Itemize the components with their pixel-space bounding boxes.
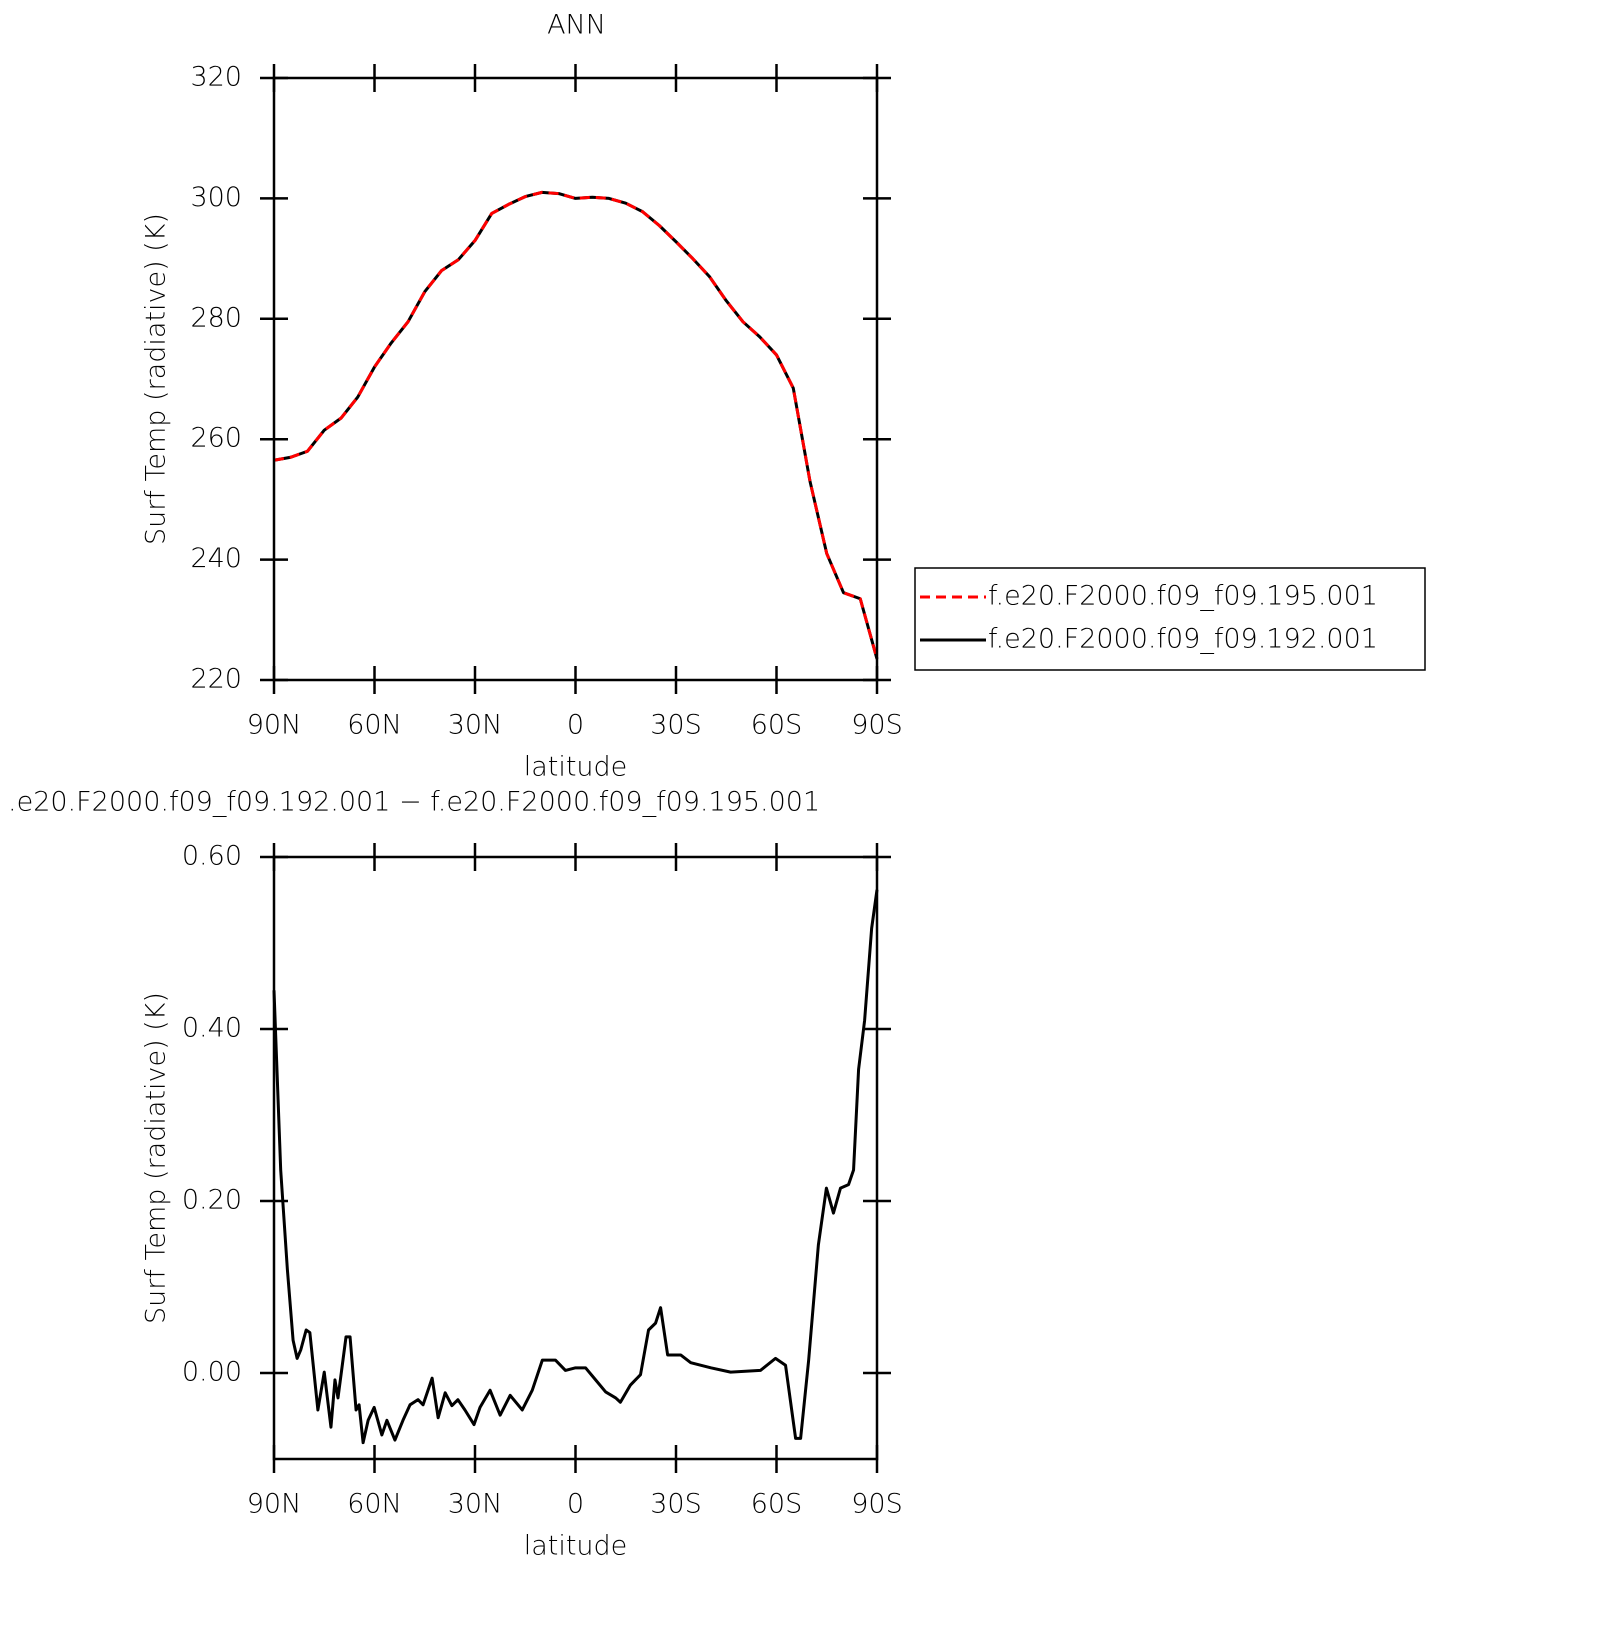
legend-box [914, 567, 1426, 671]
plot-frame [272, 855, 879, 1461]
data-line [272, 889, 879, 1445]
x-tick-label: 30N [448, 710, 503, 741]
chart-title: ANN [547, 10, 606, 41]
y-axis-label: Surf Temp (radiative) (K) [141, 992, 172, 1324]
plot-frame [272, 76, 879, 682]
y-tick-label: 260 [190, 423, 242, 454]
x-axis-label: latitude [524, 752, 628, 783]
x-tick-label: 30N [448, 1489, 503, 1520]
legend-label: f.e20.F2000.f09_f09.192.001 [988, 624, 1378, 655]
y-tick-label: 0.40 [182, 1013, 242, 1044]
y-tick-label: 0.20 [182, 1185, 242, 1216]
x-tick-label: 90N [247, 710, 302, 741]
y-tick-label: 0.00 [182, 1357, 242, 1388]
x-tick-label: 60N [347, 1489, 402, 1520]
x-tick-label: 0 [567, 1489, 584, 1520]
legend-label: f.e20.F2000.f09_f09.195.001 [988, 581, 1378, 612]
y-tick-label: 220 [190, 664, 242, 695]
x-tick-label: 30S [650, 710, 702, 741]
x-tick-label: 60N [347, 710, 402, 741]
x-tick-label: 30S [650, 1489, 702, 1520]
chart-title: .e20.F2000.f09_f09.192.001 − f.e20.F2000… [8, 787, 820, 818]
data-line [273, 190, 879, 660]
x-axis-label: latitude [524, 1531, 628, 1562]
y-tick-label: 240 [190, 543, 242, 574]
y-tick-label: 0.60 [182, 841, 242, 872]
x-tick-label: 0 [567, 710, 584, 741]
y-axis-label: Surf Temp (radiative) (K) [141, 213, 172, 545]
x-tick-label: 60S [751, 710, 803, 741]
y-tick-label: 280 [190, 302, 242, 333]
x-tick-label: 60S [751, 1489, 803, 1520]
y-tick-label: 320 [190, 62, 242, 93]
data-line [273, 190, 879, 660]
y-tick-label: 300 [190, 182, 242, 213]
x-tick-label: 90S [851, 1489, 903, 1520]
x-tick-label: 90N [247, 1489, 302, 1520]
x-tick-label: 90S [851, 710, 903, 741]
